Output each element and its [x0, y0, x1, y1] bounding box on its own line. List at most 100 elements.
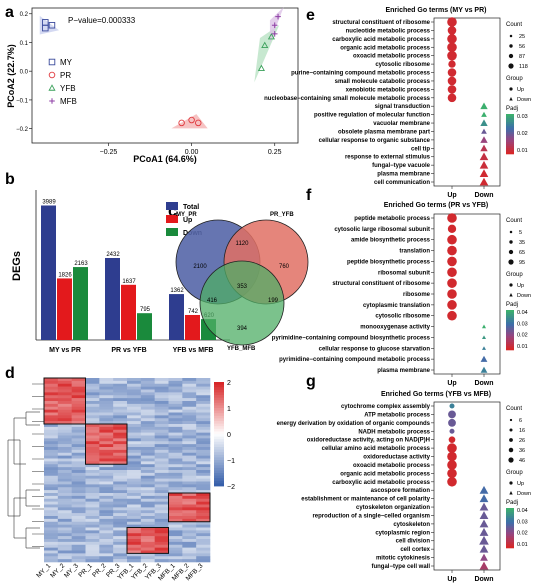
heatmap-cell	[168, 378, 183, 382]
heatmap-cell	[127, 498, 142, 502]
panel_f-padj-step	[506, 338, 514, 341]
heatmap-cell	[196, 398, 211, 402]
panel_e-padj-step	[506, 116, 514, 119]
bar-category-label: MY vs PR	[49, 347, 81, 354]
heatmap-cell	[168, 553, 183, 557]
heatmap-cell	[182, 415, 197, 419]
heatmap-cell	[71, 513, 86, 517]
heatmap-cell	[113, 550, 128, 554]
panel_g-count-label: 36	[519, 448, 525, 454]
heatmap-cell	[196, 378, 211, 382]
heatmap-cell	[196, 501, 211, 505]
heatmap-cell	[113, 447, 128, 451]
heatmap-cell	[71, 493, 86, 497]
panel_g-padj-step	[506, 514, 514, 517]
heatmap-cell	[140, 490, 155, 494]
heatmap-cell	[168, 432, 183, 436]
heatmap-cell	[182, 507, 197, 511]
heatmap-cell	[113, 493, 128, 497]
panel_g-count-key	[509, 428, 513, 432]
heatmap-cell	[57, 401, 72, 405]
panel_e-padj-label: 0.02	[517, 131, 528, 137]
heatmap-cell	[57, 556, 72, 560]
heatmap-cell	[71, 401, 86, 405]
heatmap-cell	[44, 472, 59, 477]
heatmap-cell	[182, 449, 197, 454]
bar-ylabel: DEGs	[11, 251, 23, 281]
heatmap-cell	[99, 478, 114, 482]
heatmap-cell	[85, 383, 100, 387]
heatmap-scale-step	[214, 384, 224, 388]
heatmap-cell	[168, 516, 183, 520]
heatmap-cell	[71, 516, 86, 520]
venn-count-yfb-mfb-only: 394	[237, 326, 248, 332]
panel_f-padj-label: 0.01	[517, 344, 528, 350]
heatmap-cell	[99, 447, 114, 451]
heatmap-cell	[154, 435, 169, 439]
heatmap-column-label: MY_2	[49, 562, 66, 579]
heatmap-cell	[182, 398, 197, 402]
panel_e-term-label: cell tip	[411, 146, 430, 152]
bar-total	[41, 205, 56, 340]
heatmap-cell	[182, 458, 197, 462]
heatmap-cell	[113, 398, 128, 402]
venn-set-label-1: MY_PR	[176, 212, 197, 218]
heatmap-cell	[140, 533, 155, 537]
bar-legend-swatch-total	[166, 202, 178, 210]
heatmap-cell	[168, 481, 183, 485]
heatmap-cell	[127, 452, 142, 456]
heatmap-cell	[127, 533, 142, 537]
heatmap-cell	[44, 378, 59, 382]
heatmap-cell	[196, 510, 211, 514]
heatmap-cell	[182, 498, 197, 502]
heatmap-cell	[127, 556, 142, 560]
panel_e-term-label: positive regulation of molecular functio…	[314, 113, 430, 119]
heatmap-cell	[57, 426, 72, 431]
heatmap-scale-step	[214, 418, 224, 422]
heatmap-cell	[71, 507, 86, 511]
heatmap-cell	[85, 504, 100, 508]
heatmap-cell	[57, 481, 72, 485]
heatmap-cell	[71, 464, 86, 468]
heatmap-cell	[154, 507, 169, 511]
panel_e-dot-up	[447, 93, 457, 103]
heatmap-cell	[154, 421, 169, 425]
heatmap-cell	[140, 403, 155, 408]
heatmap-cell	[71, 487, 86, 491]
heatmap-cell	[196, 524, 211, 528]
heatmap-cell	[113, 518, 128, 523]
panel_f-dot-down	[481, 324, 487, 329]
heatmap-cell	[140, 487, 155, 491]
heatmap-cell	[57, 536, 72, 540]
venn-count-my-pr-and-pr-yfb: 1120	[236, 241, 250, 247]
heatmap-cell	[99, 412, 114, 416]
heatmap-cell	[57, 498, 72, 502]
panel_g-term-label: fungal−type cell wall	[371, 564, 430, 570]
heatmap-scale-step	[214, 392, 224, 396]
heatmap-cell	[182, 383, 197, 387]
heatmap-scale-step	[214, 473, 224, 476]
heatmap-cell	[85, 470, 100, 474]
heatmap-cell	[154, 424, 169, 428]
heatmap-cell	[44, 510, 59, 514]
heatmap-cell	[85, 556, 100, 560]
panel_e-count-label: 118	[519, 64, 528, 70]
heatmap-cell	[113, 472, 128, 477]
heatmap-cell	[99, 541, 114, 546]
heatmap-cell	[44, 395, 59, 399]
heatmap-cell	[57, 530, 72, 534]
heatmap-cell	[127, 380, 142, 385]
heatmap-cell	[140, 455, 155, 459]
heatmap-cell	[182, 484, 197, 488]
heatmap-cell	[44, 426, 59, 431]
heatmap-cell	[113, 429, 128, 433]
heatmap-cell	[99, 461, 114, 465]
heatmap-cell	[57, 547, 72, 551]
heatmap-cell	[140, 418, 155, 422]
heatmap-cell	[127, 518, 142, 523]
heatmap-cell	[85, 527, 100, 531]
heatmap-cell	[182, 490, 197, 494]
heatmap-cell	[57, 510, 72, 514]
heatmap-cell	[71, 444, 86, 448]
heatmap-cell	[140, 441, 155, 445]
